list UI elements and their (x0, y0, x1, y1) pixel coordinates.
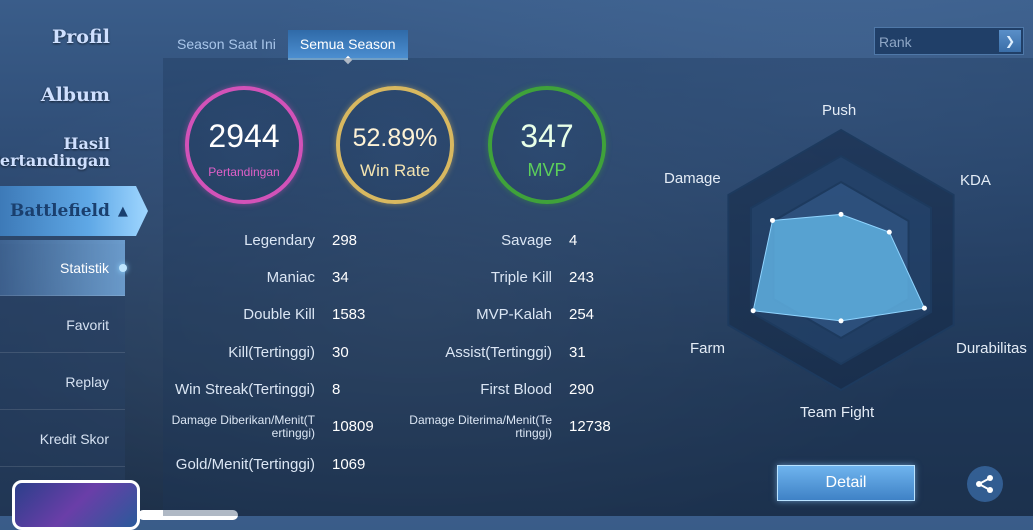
tab-season-saat-ini[interactable]: Season Saat Ini (177, 36, 276, 52)
stat-label: Assist(Tertinggi) (445, 344, 552, 361)
radar-point (838, 318, 844, 324)
detail-button[interactable]: Detail (777, 465, 915, 501)
matches-label: Pertandingan (208, 165, 280, 179)
radar-label-push: Push (822, 102, 857, 119)
share-button[interactable] (967, 466, 1003, 502)
radar-label-farm: Farm (690, 340, 725, 357)
stat-value: 31 (569, 344, 586, 361)
stat-value: 8 (332, 381, 341, 398)
tab-label: Semua Season (299, 36, 396, 52)
stat-value: 34 (332, 269, 349, 286)
radar-point (838, 211, 844, 217)
stat-label: Double Kill (243, 306, 315, 323)
stat-label: Savage (501, 232, 552, 249)
stat-value: 12738 (569, 418, 611, 435)
matches-circle: 2944 Pertandingan (185, 86, 303, 204)
tab-semua-season[interactable]: Semua Season (287, 30, 408, 65)
sidebar-subitem-favorit[interactable]: Favorit (0, 297, 125, 353)
stat-label: Triple Kill (490, 269, 552, 286)
thumbnail-strip (138, 510, 238, 520)
radar-point (750, 308, 756, 314)
stat-label: First Blood (480, 381, 552, 398)
stat-value: 254 (569, 306, 595, 323)
sidebar-item-battlefield[interactable]: Battlefield ▲ (0, 186, 148, 236)
stat-value: 243 (569, 269, 595, 286)
stat-label: Win Streak(Tertinggi) (174, 381, 315, 398)
stat-label: Damage Diberikan/Menit(T ertinggi) (172, 414, 315, 440)
stat-label: Kill(Tertinggi) (228, 344, 315, 361)
stat-value: 10809 (332, 418, 374, 435)
stat-value: 1069 (332, 456, 366, 473)
sidebar-item-profil[interactable]: Profil (51, 26, 110, 48)
radar-point (921, 305, 927, 311)
sidebar-item-label: Pertandingan (0, 151, 110, 170)
video-thumbnail[interactable] (12, 480, 140, 530)
stat-label: Gold/Menit(Tertinggi) (175, 456, 315, 473)
sidebar-subitem-label: Statistik (59, 259, 109, 276)
stat-label-line: Damage Diberikan/Menit(T (171, 413, 315, 427)
rank-dropdown[interactable]: Rank ❯ (874, 27, 1024, 55)
radar-point (886, 229, 892, 235)
matches-value: 2944 (208, 118, 280, 154)
mvp-circle: 347 MVP (488, 86, 606, 204)
chevron-down-icon[interactable]: ❯ (999, 30, 1021, 52)
sidebar-subitem-statistik[interactable]: Statistik (0, 240, 127, 296)
sidebar-subitem-replay[interactable]: Replay (0, 354, 125, 410)
radar-label-team-fight: Team Fight (800, 404, 875, 421)
stat-label-line: rtinggi) (515, 426, 552, 440)
stat-value: 290 (569, 381, 595, 398)
stat-value: 30 (332, 344, 349, 361)
stat-label-line: ertinggi) (271, 426, 315, 440)
sidebar: Profil Album Hasil Pertandingan Battlefi… (0, 0, 150, 516)
radar-chart (727, 128, 955, 392)
stat-label-line: Damage Diterima/Menit(Te (409, 413, 552, 427)
mvp-value: 347 (520, 118, 574, 154)
mvp-label: MVP (527, 160, 567, 180)
rank-dropdown-value: Rank (879, 34, 912, 50)
winrate-label: Win Rate (360, 161, 430, 180)
sidebar-item-hasil-pertandingan[interactable]: Hasil Pertandingan (0, 135, 110, 169)
winrate-value: 52.89% (352, 124, 438, 152)
stat-value: 1583 (332, 306, 366, 323)
stat-label: Damage Diterima/Menit(Te rtinggi) (409, 414, 552, 440)
share-icon (976, 475, 993, 493)
stat-value: 298 (332, 232, 358, 249)
active-indicator-dot (119, 263, 127, 272)
sidebar-item-label: Hasil (63, 134, 110, 153)
sidebar-subitem-kredit-skor[interactable]: Kredit Skor (0, 411, 125, 467)
sidebar-item-label: Battlefield (10, 201, 110, 221)
sidebar-item-album[interactable]: Album (40, 84, 110, 106)
stat-label: Legendary (244, 232, 315, 249)
winrate-circle: 52.89% Win Rate (336, 86, 454, 204)
stat-label: Maniac (266, 269, 315, 286)
stat-value: 4 (569, 232, 578, 249)
stat-label: MVP-Kalah (476, 306, 552, 323)
radar-label-kda: KDA (960, 172, 991, 189)
radar-label-durabilitas: Durabilitas (956, 340, 1027, 357)
season-tabs: Season Saat Ini Semua Season (165, 30, 408, 65)
chevron-up-icon: ▲ (117, 203, 128, 219)
radar-point (770, 217, 776, 223)
radar-label-damage: Damage (664, 170, 721, 187)
